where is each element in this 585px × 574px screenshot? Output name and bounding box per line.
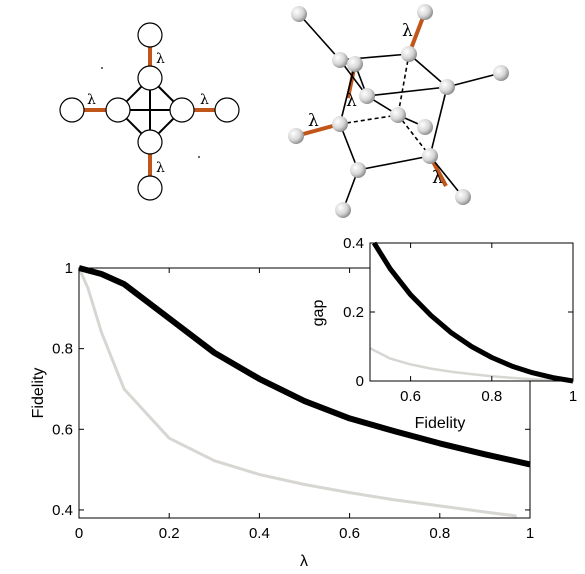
inset-background [370,243,573,381]
node [169,97,195,123]
stray-dot [101,67,103,69]
cube-edge [429,86,448,157]
inset-series-line-2 [369,347,574,383]
main-series-line-1 [78,265,531,468]
lambda-label: λ [402,21,413,41]
main-x-tick-label: 1 [526,525,534,542]
inset-y-tick-label: 0.4 [343,235,364,252]
lambda-label: λ [200,92,209,108]
sphere-node [417,4,433,20]
node [137,175,163,201]
planar-coupling-diagram: λ λ λ λ [59,22,240,201]
main-x-tick-label: 0.6 [339,525,360,542]
node [137,129,163,155]
lambda-label: λ [156,51,165,67]
main-series-group [77,265,531,518]
main-y-tick-label: 0.4 [52,502,73,519]
main-x-tick-label: 0.4 [249,525,270,542]
pendant-bond [429,155,464,198]
sphere-node [455,189,471,205]
inset-x-tick-label: 1 [569,388,577,405]
main-axis-ticks: 0 0.2 0.4 0.6 0.8 1 0.4 0.6 0.8 1 [52,260,534,542]
main-x-tick-label: 0.2 [159,525,180,542]
sphere-node [493,65,509,81]
lambda-label: λ [156,160,165,176]
node [214,97,240,123]
inset-y-axis-label: gap [310,300,327,327]
sphere-node [350,162,366,178]
hidden-edge [339,114,399,125]
node [105,97,131,123]
sphere-node [439,79,455,95]
sphere-node [359,88,375,104]
inset-y-tick-label: 0 [356,373,364,390]
main-y-tick-label: 1 [65,260,73,277]
sphere-node [390,107,406,123]
main-y-tick-label: 0.6 [52,421,73,438]
inset-x-tick-label: 0.6 [400,388,421,405]
inset-x-axis-label: Fidelity [415,415,466,432]
sphere-node [291,6,307,22]
lambda-label: λ [432,168,443,188]
hidden-edges [339,53,431,157]
main-x-tick-label: 0.8 [429,525,450,542]
main-x-axis-label: λ [300,553,308,570]
inset-chart: 0.6 0.8 1 0 0.2 0.4 Fidelity gap [310,235,577,432]
inset-y-tick-label: 0.2 [343,304,364,321]
pendant-bond [298,13,341,61]
main-x-tick-label: 0 [75,525,83,542]
sphere-node [288,128,304,144]
inset-x-tick-label: 0.8 [481,388,502,405]
nodes [59,22,240,201]
sphere-node [422,148,438,164]
lambda-label: λ [87,92,96,108]
spheres [288,4,509,218]
hidden-edge [397,53,410,116]
sphere-node [335,202,351,218]
cube-edge [366,86,448,97]
sphere-node [332,116,348,132]
lambda-label: λ [308,111,319,131]
coupling-bonds [83,47,216,176]
sphere-node [347,56,363,72]
node [137,65,163,91]
cube-coupling-diagram: λ λ λ λ [288,4,509,218]
node [137,22,163,48]
pendant-bond [446,72,502,88]
cube-edge [339,123,359,171]
cube-edge [339,63,356,125]
cube-edge [357,155,431,171]
inset-axis-ticks: 0.6 0.8 1 0 0.2 0.4 [343,235,577,405]
main-plot-frame [78,267,531,519]
sphere-node [417,119,433,135]
inset-series-line-1 [371,241,574,384]
main-y-axis-label: Fidelity [30,368,47,419]
main-y-tick-label: 0.8 [52,341,73,358]
lambda-label: λ [346,91,357,111]
cube-edge [408,53,448,88]
sphere-node [332,52,348,68]
hidden-edge [397,114,431,157]
main-series-line-2 [77,267,517,518]
sphere-node [401,46,417,62]
node [59,97,85,123]
main-chart: 0 0.2 0.4 0.6 0.8 1 0.4 0.6 0.8 1 λ Fidelity [30,260,534,570]
stray-dot [198,156,200,158]
inset-series-group [369,241,574,384]
